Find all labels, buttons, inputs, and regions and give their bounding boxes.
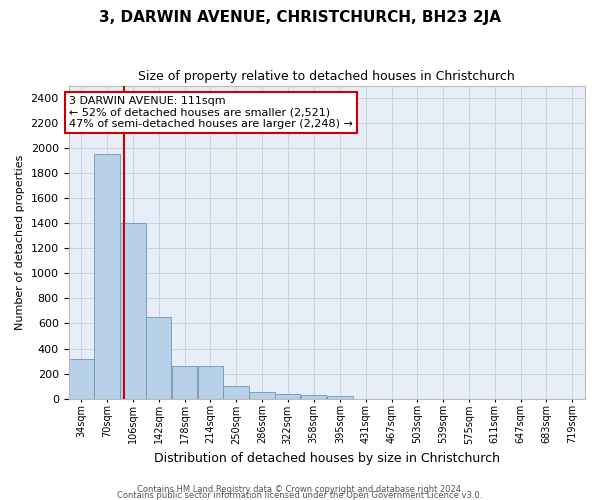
Bar [223, 386, 249, 398]
Bar [120, 224, 146, 398]
X-axis label: Distribution of detached houses by size in Christchurch: Distribution of detached houses by size … [154, 452, 500, 465]
Bar [301, 396, 326, 398]
Bar [172, 366, 197, 398]
Text: Contains HM Land Registry data © Crown copyright and database right 2024.: Contains HM Land Registry data © Crown c… [137, 484, 463, 494]
Bar [275, 394, 301, 398]
Title: Size of property relative to detached houses in Christchurch: Size of property relative to detached ho… [139, 70, 515, 83]
Y-axis label: Number of detached properties: Number of detached properties [15, 154, 25, 330]
Text: 3 DARWIN AVENUE: 111sqm
← 52% of detached houses are smaller (2,521)
47% of semi: 3 DARWIN AVENUE: 111sqm ← 52% of detache… [69, 96, 353, 129]
Text: 3, DARWIN AVENUE, CHRISTCHURCH, BH23 2JA: 3, DARWIN AVENUE, CHRISTCHURCH, BH23 2JA [99, 10, 501, 25]
Bar [328, 396, 353, 398]
Bar [146, 317, 172, 398]
Text: Contains public sector information licensed under the Open Government Licence v3: Contains public sector information licen… [118, 490, 482, 500]
Bar [69, 358, 94, 399]
Bar [94, 154, 120, 398]
Bar [197, 366, 223, 398]
Bar [249, 392, 275, 398]
